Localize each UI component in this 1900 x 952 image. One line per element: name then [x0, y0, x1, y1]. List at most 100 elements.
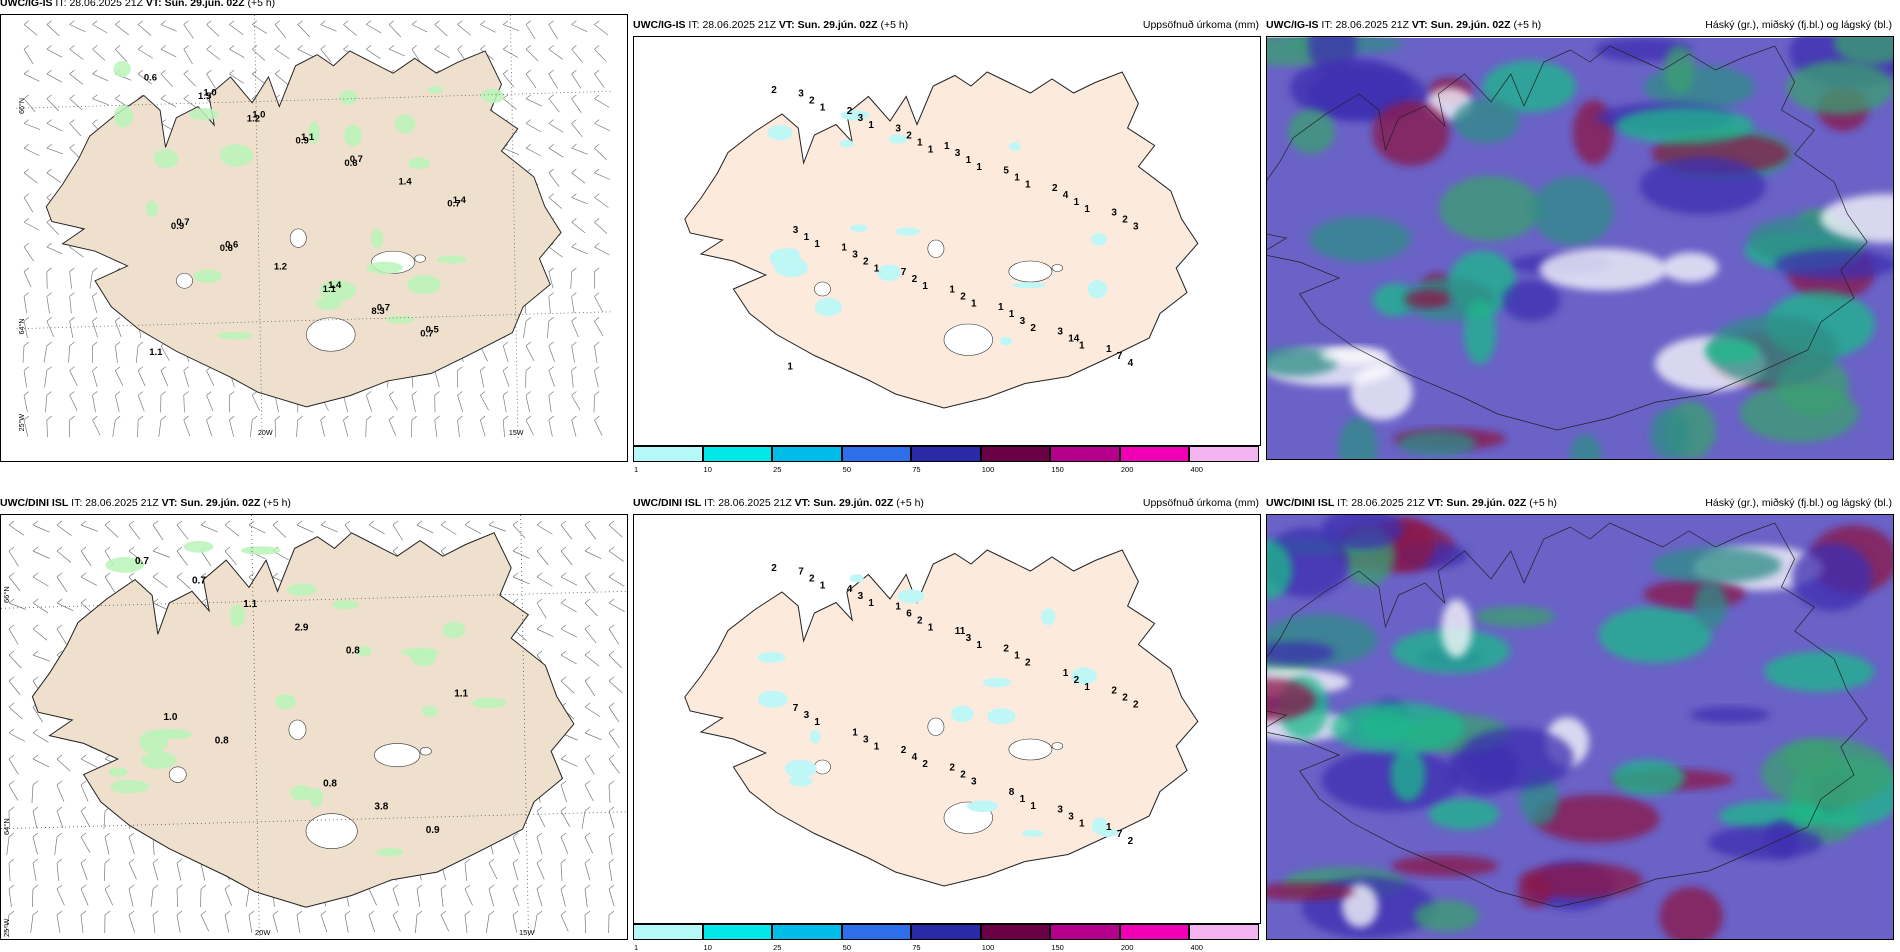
wind-barb-flag [417, 521, 422, 525]
wind-barb-flag [609, 885, 614, 889]
wind-barb [465, 863, 467, 881]
wind-barb-flag [24, 391, 29, 395]
wind-barb-flag [572, 169, 577, 173]
wind-barb-flag [47, 342, 52, 346]
wind-barb-flag [33, 781, 38, 785]
wind-barb-flag [480, 21, 485, 25]
wind-barb [609, 889, 614, 906]
panel-title: UWC/DINI ISL IT: 28.06.2025 21Z VT: Sun.… [1266, 492, 1894, 514]
wind-barb-flag [33, 911, 38, 915]
wind-barb [9, 603, 26, 609]
wind-barb-flag [609, 859, 614, 863]
precip-value-label: 3.8 [374, 802, 388, 813]
wind-barb [549, 198, 562, 209]
panel-wind-precip-top: UWC/IG-IS IT: 28.06.2025 21Z VT: Sun. 29… [0, 0, 628, 448]
wind-barb-flag [24, 21, 29, 25]
wind-barb-flag [153, 885, 158, 889]
wind-barb-flag [585, 677, 590, 681]
wind-barb-flag [92, 317, 97, 321]
wind-barb [572, 148, 588, 154]
wind-barb-flag [115, 391, 120, 395]
precip-patch [443, 622, 466, 638]
wind-barb-flag [572, 391, 577, 395]
cloud-blob [1644, 65, 1755, 109]
wind-barb [537, 889, 542, 906]
precip-patch [217, 332, 254, 340]
wind-barb [465, 889, 473, 905]
wind-barb-flag [594, 317, 599, 321]
wind-barb-flag [47, 268, 52, 272]
wind-barb [549, 247, 563, 257]
wind-barb-flag [9, 885, 14, 889]
wind-barb [229, 25, 243, 35]
wind-barb-flag [47, 70, 52, 74]
panel-right-title: Háský (gr.), miðský (fj.bl.) og lágský (… [1705, 14, 1892, 36]
wind-barb-flag [225, 885, 230, 889]
colorbar-tick-label: 75 [912, 943, 920, 952]
wind-barb-flag [458, 367, 463, 371]
cloud-blob [1705, 339, 1759, 363]
wind-barb [275, 74, 288, 85]
wind-barb [47, 173, 61, 183]
wind-barb [81, 915, 83, 933]
wind-barb-flag [321, 416, 326, 420]
wind-barb-flag [561, 885, 566, 889]
wind-barb-flag [412, 45, 417, 49]
wind-barb-flag [115, 342, 120, 346]
accum-precip-map: 2111211311111141123212214311272431333732… [634, 37, 1260, 446]
wind-barb-flag [549, 416, 554, 420]
precip-value-label: 4 [1128, 358, 1134, 369]
wind-barb-flag [24, 144, 29, 148]
precip-value-label: 2 [960, 770, 966, 781]
wind-barb [159, 420, 161, 437]
wind-barb [33, 603, 48, 613]
wind-barb [609, 525, 622, 537]
wind-barb [572, 49, 583, 62]
wind-barb-flag [92, 45, 97, 49]
wind-barb-flag [92, 268, 97, 272]
wind-barb [252, 49, 265, 60]
precip-patch [395, 115, 416, 133]
wind-barb-flag [417, 885, 422, 889]
precip-patch [789, 776, 812, 787]
wind-barb [45, 395, 46, 412]
wind-barb-flag [572, 120, 577, 124]
wind-barb [24, 247, 34, 261]
wind-barb-flag [129, 547, 134, 551]
precip-value-label: 1 [1009, 309, 1015, 320]
wind-barb [345, 915, 348, 933]
wind-barb [115, 371, 123, 386]
wind-barb-flag [526, 45, 531, 49]
precip-value-label: 3 [1057, 327, 1063, 338]
precip-value-label: 1.1 [149, 347, 163, 358]
wind-barb [503, 49, 518, 57]
wind-barb [7, 837, 9, 855]
wind-barb-flag [201, 911, 206, 915]
wind-barb [9, 525, 24, 535]
panel-title: UWC/DINI ISL IT: 28.06.2025 21Z VT: Sun.… [0, 492, 628, 514]
wind-barb-flag [81, 859, 86, 863]
precip-value-label: 2 [1003, 644, 1009, 655]
wind-barb [129, 863, 137, 879]
wind-barb-flag [105, 547, 110, 551]
precip-patch [287, 583, 317, 595]
wind-barb-flag [537, 651, 542, 655]
wind-barb-flag [47, 169, 52, 173]
wind-barb [526, 49, 538, 61]
precip-value-label: 0.9 [426, 825, 440, 836]
wind-barb-flag [138, 391, 143, 395]
wind-barb-flag [33, 547, 38, 551]
wind-barb-flag [526, 120, 531, 124]
wind-barb-flag [24, 120, 29, 124]
wind-barb-flag [389, 416, 394, 420]
wind-barb [105, 525, 118, 537]
precip-patch [189, 108, 218, 120]
wind-barb [297, 525, 313, 532]
glacier [306, 318, 355, 351]
precip-value-label: 11 [955, 626, 966, 637]
precip-value-label: 1 [814, 717, 820, 728]
precip-value-label: 4 [1063, 190, 1069, 201]
wind-barb-flag [81, 885, 86, 889]
wind-barb-flag [57, 911, 62, 915]
wind-barb-flag [549, 144, 554, 148]
